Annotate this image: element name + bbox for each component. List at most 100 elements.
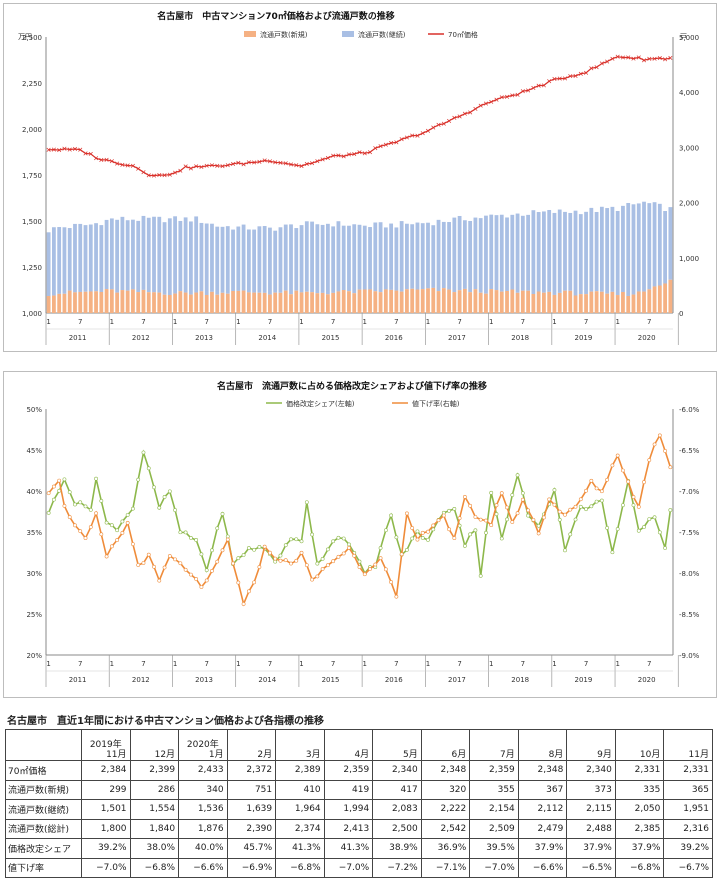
continuing-stock-bar [52,227,56,296]
new-stock-bar [57,293,62,313]
continuing-stock-bar [426,222,430,289]
chart2-year-label: 2013 [195,676,213,684]
cut-rate-point [199,585,204,589]
table-cell: 751 [226,779,277,800]
new-stock-bar [589,291,594,313]
new-stock-bar [141,289,146,313]
cut-rate-point [310,577,314,582]
chart1-month-tick: 1 [552,318,556,326]
new-stock-bar [78,291,83,313]
price-stock-chart-panel: 名古屋市 中古マンション70㎡価格および流通戸数の推移 万円 戸 流通戸数(新規… [3,3,717,352]
share-point [78,500,83,505]
table-cell: 1,800 [81,818,131,839]
continuing-stock-bar [268,227,272,295]
continuing-stock-bar [515,213,520,293]
price-point [67,147,72,152]
cut-rate-point [57,478,62,483]
share-point [468,532,473,537]
share-point [220,512,225,516]
table-cell: 1,964 [275,799,325,820]
share-cut-chart: 名古屋市 流通戸数に占める価格改定シェアおよび値下げ率の推移 価格改定シェア(左… [26,380,700,687]
price-point [473,106,478,111]
table-cell: 2,154 [469,799,519,820]
new-stock-bar [668,279,673,313]
chart2-ytick-right: -7.5% [679,529,700,537]
continuing-stock-bar [594,211,599,292]
cut-rate-point [368,567,372,571]
cut-rate-point [420,530,425,535]
price-stock-chart: 名古屋市 中古マンション70㎡価格および流通戸数の推移 万円 戸 流通戸数(新規… [18,10,699,345]
price-point [389,140,394,146]
new-stock-bar [547,291,552,313]
share-point [204,568,209,573]
continuing-stock-bar [183,217,188,293]
continuing-stock-bar [83,225,88,292]
continuing-stock-bar [615,210,620,296]
continuing-stock-bar [663,211,667,284]
share-point [52,497,56,502]
continuing-stock-bar [657,203,662,286]
new-stock-bar [336,291,341,313]
table-cell: −6.8% [614,857,665,878]
table-cell: 2,083 [372,799,422,820]
chart2-year-label: 2012 [132,676,150,684]
chart2-month-tick: 1 [46,660,50,668]
price-point [320,157,325,162]
price-point [557,76,562,81]
cut-rate-point [499,491,504,496]
share-point [431,527,436,532]
price-point [183,164,188,169]
table-cell: −7.2% [372,857,422,878]
price-point [457,114,462,119]
price-point [346,152,352,157]
cut-rate-point [94,511,98,516]
continuing-stock-bar [578,214,583,295]
continuing-stock-bar [642,201,646,292]
share-point [410,536,415,541]
price-point [636,55,641,60]
table-cell: 410 [275,779,325,800]
chart1-ytick-right: 5,000 [679,34,699,42]
new-stock-bar [199,291,204,313]
table-cell: 2,389 [275,760,325,781]
chart1-ytick-right: 2,000 [679,200,699,208]
table-cell: 2,115 [566,799,616,820]
continuing-stock-bar [178,220,183,292]
cut-rate-point [484,518,488,523]
share-point [236,556,241,561]
cut-rate-point [78,529,83,534]
table-cell: 419 [323,779,374,800]
continuing-stock-bar [531,210,536,294]
continuing-stock-bar [294,228,299,291]
new-stock-bar [294,290,299,313]
continuing-stock-bar [136,220,141,293]
table-header-cell: 10月 [614,729,665,761]
table-cell: −6.6% [517,857,568,878]
continuing-stock-bar [457,215,462,291]
chart1-year-label: 2016 [385,334,403,342]
row-label: 流通戸数(総計) [5,818,82,839]
share-point [115,528,120,533]
cut-rate-point [162,565,167,570]
table-cell: −7.1% [420,857,471,878]
chart2-month-tick: 1 [615,660,619,668]
continuing-stock-bar [626,202,631,296]
cut-rate-point [552,502,557,507]
chart1-month-tick: 1 [363,318,367,326]
table-cell: 2,433 [178,760,228,781]
header-year: 2020年 [186,740,219,750]
price-point [631,56,636,61]
price-point [94,156,99,161]
table-cell: 39.2% [663,838,713,859]
share-point [120,519,125,524]
continuing-stock-bar [278,227,283,293]
new-stock-bar [236,290,241,313]
cut-rate-point [610,463,615,468]
row-label: 価格改定シェア [5,838,82,859]
price-point [230,161,236,166]
indicator-table: 2019年 11月 12月 2020年 1月 2月 3月 4月 5月 6月 7月 8月 9月 10月 11月… [5,729,713,878]
price-point [599,61,604,66]
share-point [663,546,667,550]
price-point [504,94,510,99]
cut-rate-point [347,545,351,550]
